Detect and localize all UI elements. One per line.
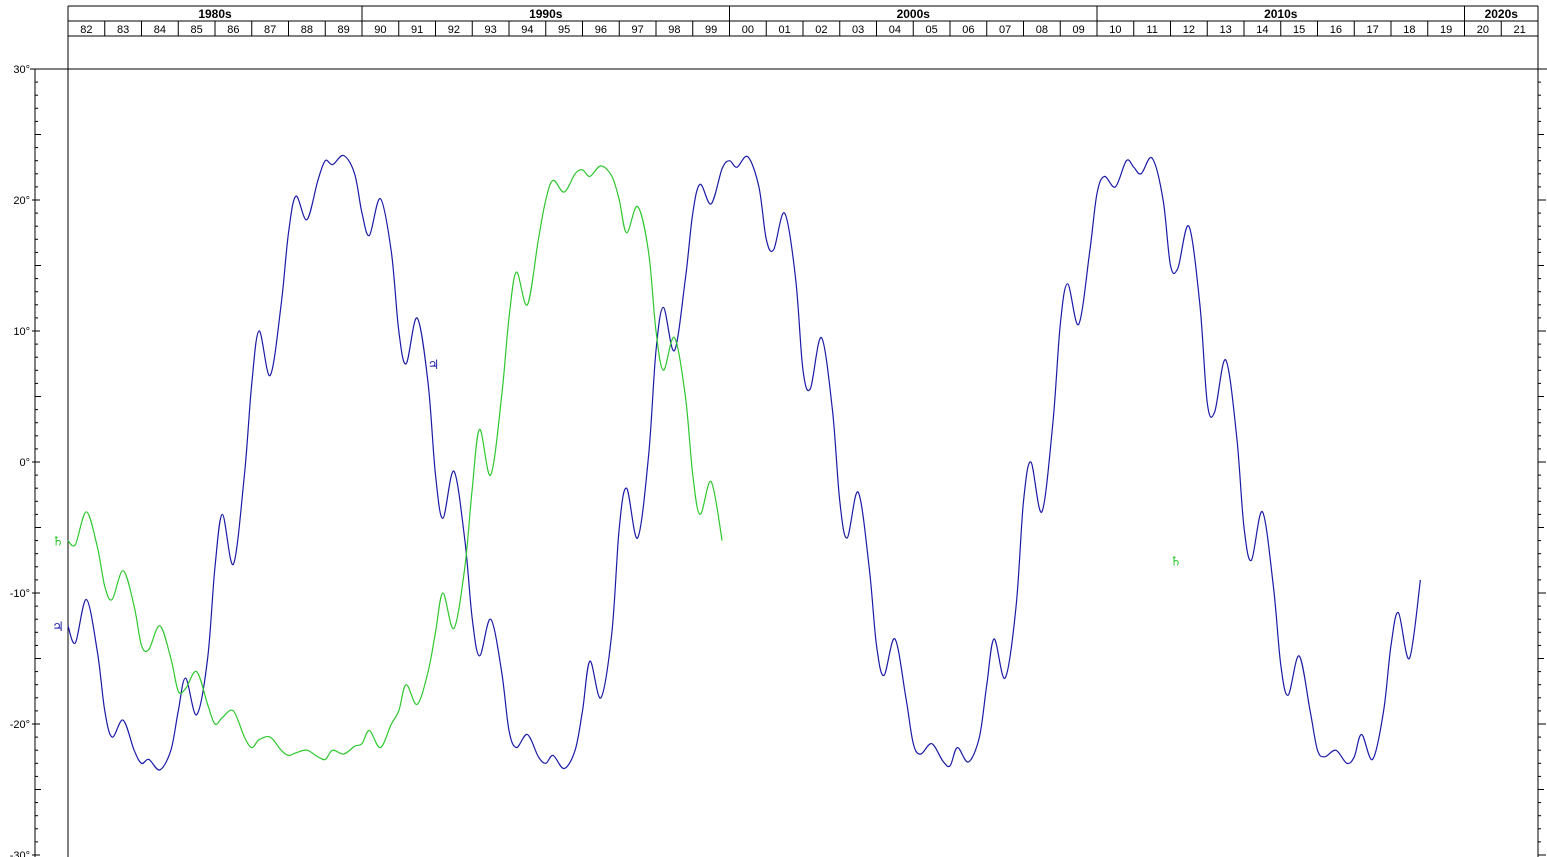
- year-label: 09: [1073, 24, 1085, 36]
- y-tick-label: -10°: [10, 588, 30, 600]
- series-line-2: [67, 165, 723, 761]
- year-label: 21: [1514, 24, 1526, 36]
- series-symbol-1: ♃: [52, 620, 64, 635]
- y-tick-label: 30°: [13, 64, 30, 76]
- year-label: 84: [154, 24, 166, 36]
- decade-label: 1980s: [198, 7, 232, 21]
- year-label: 06: [962, 24, 974, 36]
- decade-label: 1990s: [529, 7, 563, 21]
- year-label: 19: [1440, 24, 1452, 36]
- year-label: 85: [191, 24, 203, 36]
- y-tick-label: -20°: [10, 719, 30, 731]
- year-label: 93: [485, 24, 497, 36]
- year-label: 86: [227, 24, 239, 36]
- decade-label: 2010s: [1264, 7, 1298, 21]
- year-label: 00: [742, 24, 754, 36]
- year-label: 83: [117, 24, 129, 36]
- year-label: 17: [1367, 24, 1379, 36]
- series-symbol-1: ♃: [428, 358, 440, 373]
- year-label: 13: [1220, 24, 1232, 36]
- y-tick-label: 0°: [19, 457, 30, 469]
- year-label: 08: [1036, 24, 1048, 36]
- year-label: 01: [779, 24, 791, 36]
- year-label: 91: [411, 24, 423, 36]
- year-label: 14: [1256, 24, 1268, 36]
- year-label: 92: [448, 24, 460, 36]
- year-label: 10: [1109, 24, 1121, 36]
- year-header: 1980s 1990s 2000s 2010s 2020s 82 83 84 85 86 87 88 8…: [68, 5, 1538, 37]
- year-label: 95: [558, 24, 570, 36]
- year-label: 88: [301, 24, 313, 36]
- series-symbol-2: ♄: [52, 535, 64, 550]
- y-tick-label: 10°: [13, 326, 30, 338]
- year-label: 07: [999, 24, 1011, 36]
- series-line-1: [67, 154, 1421, 771]
- year-label: 87: [264, 24, 276, 36]
- y-tick-label: -30°: [10, 850, 30, 857]
- year-label: 20: [1477, 24, 1489, 36]
- year-label: 15: [1293, 24, 1305, 36]
- year-label: 98: [668, 24, 680, 36]
- plot-area: [30, 6, 1547, 857]
- year-label: 03: [852, 24, 864, 36]
- y-tick-label: 20°: [13, 195, 30, 207]
- year-label: 97: [632, 24, 644, 36]
- year-label: 16: [1330, 24, 1342, 36]
- year-label: 99: [705, 24, 717, 36]
- series-layer: ♃ ♃ ♄ ♄: [52, 154, 1421, 771]
- year-label: 94: [521, 24, 533, 36]
- year-label: 82: [80, 24, 92, 36]
- year-label: 18: [1403, 24, 1415, 36]
- decade-label: 2000s: [897, 7, 931, 21]
- y-axis: 30° 20° 10° 0° -10° -20° -30°: [10, 64, 41, 857]
- year-label: 90: [374, 24, 386, 36]
- year-label: 02: [815, 24, 827, 36]
- series-symbol-2: ♄: [1170, 554, 1182, 569]
- year-label: 89: [338, 24, 350, 36]
- decade-label: 2020s: [1485, 7, 1519, 21]
- year-label: 04: [889, 24, 901, 36]
- year-label: 96: [595, 24, 607, 36]
- year-label: 11: [1146, 24, 1157, 36]
- year-label: 05: [926, 24, 938, 36]
- year-label: 12: [1183, 24, 1195, 36]
